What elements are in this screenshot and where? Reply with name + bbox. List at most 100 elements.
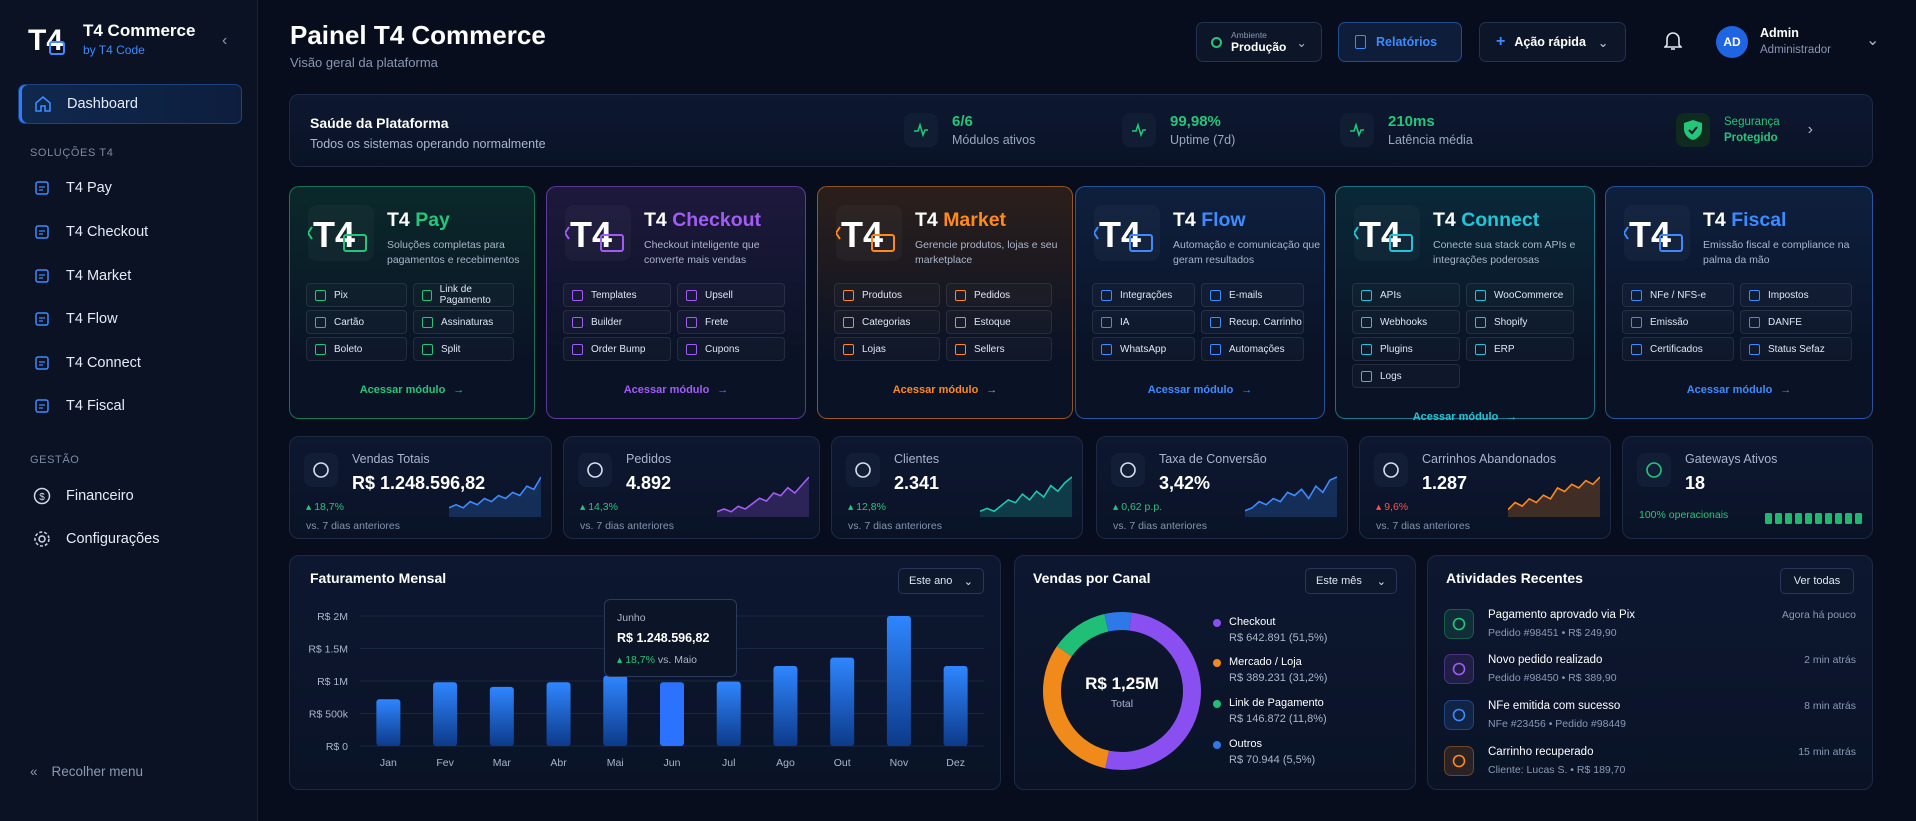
module-feature-chip[interactable]: Webhooks <box>1352 310 1460 334</box>
module-feature-chip[interactable]: Frete <box>677 310 785 334</box>
view-all-button[interactable]: Ver todas <box>1780 568 1854 594</box>
module-feature-chip[interactable]: Plugins <box>1352 337 1460 361</box>
module-feature-chip[interactable]: Order Bump <box>563 337 671 361</box>
sidebar-item-configurações[interactable]: Configurações <box>18 519 242 559</box>
activity-item[interactable]: NFe emitida com sucesso NFe #23456 • Pedi… <box>1444 696 1856 738</box>
sidebar-item-dashboard[interactable]: Dashboard <box>18 84 242 124</box>
module-feature-chip[interactable]: Certificados <box>1622 337 1734 361</box>
sidebar-item-financeiro[interactable]: $ Financeiro <box>18 476 242 516</box>
chevron-down-icon: ⌄ <box>1376 575 1386 588</box>
bar-fev[interactable] <box>433 682 458 746</box>
module-feature-chip[interactable]: Cupons <box>677 337 785 361</box>
sidebar-item-t4-pay[interactable]: T4 Pay <box>18 168 242 208</box>
activity-item[interactable]: Novo pedido realizado Pedido #98450 • R$ … <box>1444 650 1856 692</box>
speed-gauge-icon <box>1340 113 1374 147</box>
donut-slice-0[interactable] <box>1105 612 1201 770</box>
access-module-link[interactable]: Acessar módulo → <box>623 384 729 396</box>
module-feature-chip[interactable]: WooCommerce <box>1466 283 1574 307</box>
bar-ago[interactable] <box>773 666 798 746</box>
access-module-link[interactable]: Acessar módulo → <box>1686 384 1792 396</box>
t4-logo-icon: T4 <box>28 20 68 58</box>
bar-mai[interactable] <box>603 675 628 746</box>
activity-item[interactable]: Pagamento aprovado via Pix Pedido #98451 … <box>1444 605 1856 647</box>
module-feature-chip[interactable]: Integrações <box>1092 283 1195 307</box>
access-module-link[interactable]: Acessar módulo → <box>1412 411 1518 423</box>
bar-out[interactable] <box>830 657 855 746</box>
bar-jun[interactable] <box>660 682 684 746</box>
module-card-checkout[interactable]: T4 T4 Checkout Checkout inteligente que co… <box>546 186 806 419</box>
module-feature-chip[interactable]: Categorias <box>834 310 940 334</box>
bar-jul[interactable] <box>716 681 741 746</box>
collapse-menu-button[interactable]: « Recolher menu <box>30 764 144 779</box>
module-feature-chip[interactable]: Status Sefaz <box>1740 337 1852 361</box>
stat-card[interactable]: Carrinhos Abandonados 1.287 ▴ 9,6% vs. 7 di… <box>1359 436 1611 539</box>
module-feature-chip[interactable]: IA <box>1092 310 1195 334</box>
module-card-fiscal[interactable]: T4 T4 Fiscal Emissão fiscal e compliance n… <box>1605 186 1873 419</box>
revenue-filter-select[interactable]: Este ano ⌄ <box>898 568 984 594</box>
sidebar-item-t4-fiscal[interactable]: T4 Fiscal <box>18 386 242 426</box>
module-card-flow[interactable]: T4 T4 Flow Automação e comunicação que ger… <box>1075 186 1325 419</box>
module-feature-chip[interactable]: Split <box>413 337 514 361</box>
module-feature-chip[interactable]: DANFE <box>1740 310 1852 334</box>
bar-dez[interactable] <box>943 666 968 746</box>
stat-card[interactable]: Pedidos 4.892 ▴ 14,3% vs. 7 dias anteriores <box>563 436 820 539</box>
module-feature-chip[interactable]: Automações <box>1201 337 1304 361</box>
chevron-right-icon: › <box>1807 121 1813 138</box>
module-feature-chip[interactable]: Sellers <box>946 337 1052 361</box>
reports-button[interactable]: Relatórios <box>1338 22 1462 62</box>
security-status[interactable]: Segurança Protegido › <box>1676 113 1813 147</box>
module-feature-chip[interactable]: Produtos <box>834 283 940 307</box>
sidebar-item-t4-checkout[interactable]: T4 Checkout <box>18 212 242 252</box>
bell-icon[interactable] <box>1663 31 1683 56</box>
quick-action-button[interactable]: + Ação rápida ⌄ <box>1479 22 1626 62</box>
module-feature-chip[interactable]: ERP <box>1466 337 1574 361</box>
module-feature-chip[interactable]: Builder <box>563 310 671 334</box>
bar-mar[interactable] <box>489 686 514 746</box>
sidebar-item-t4-connect[interactable]: T4 Connect <box>18 343 242 383</box>
module-card-connect[interactable]: T4 T4 Connect Conecte sua stack com APIs e… <box>1335 186 1595 423</box>
donut-slice-3[interactable] <box>1104 612 1132 632</box>
donut-slice-2[interactable] <box>1056 614 1109 657</box>
module-card-market[interactable]: T4 T4 Market Gerencie produtos, lojas e se… <box>817 186 1073 419</box>
donut-slice-1[interactable] <box>1043 646 1110 769</box>
module-feature-chip[interactable]: Pix <box>306 283 407 307</box>
module-feature-chip[interactable]: Cartão <box>306 310 407 334</box>
connect-icon <box>32 353 52 373</box>
module-feature-chip[interactable]: Logs <box>1352 364 1460 388</box>
module-feature-chip[interactable]: Estoque <box>946 310 1052 334</box>
module-feature-chip[interactable]: NFe / NFS-e <box>1622 283 1734 307</box>
bar-nov[interactable] <box>886 616 911 746</box>
activity-item[interactable]: Carrinho recuperado Cliente: Lucas S. • R… <box>1444 742 1856 784</box>
module-feature-chip[interactable]: Upsell <box>677 283 785 307</box>
sidebar-item-t4-flow[interactable]: T4 Flow <box>18 299 242 339</box>
environment-select[interactable]: Ambiente Produção ⌄ <box>1196 22 1322 62</box>
access-module-link[interactable]: Acessar módulo → <box>892 384 998 396</box>
module-feature-chip[interactable]: E-mails <box>1201 283 1304 307</box>
module-feature-chip[interactable]: Impostos <box>1740 283 1852 307</box>
sidebar-item-t4-market[interactable]: T4 Market <box>18 256 242 296</box>
bar-jan[interactable] <box>376 699 401 746</box>
channel-filter-select[interactable]: Este mês ⌄ <box>1305 568 1397 594</box>
module-feature-chip[interactable]: Emissão <box>1622 310 1734 334</box>
access-module-link[interactable]: Acessar módulo → <box>359 384 465 396</box>
module-card-pay[interactable]: T4 T4 Pay Soluções completas para pagament… <box>289 186 535 419</box>
stat-card[interactable]: Vendas Totais R$ 1.248.596,82 ▴ 18,7% vs. 7… <box>289 436 552 539</box>
access-module-link[interactable]: Acessar módulo → <box>1147 384 1253 396</box>
module-feature-chip[interactable]: WhatsApp <box>1092 337 1195 361</box>
bar-abr[interactable] <box>546 682 571 746</box>
brand-logo[interactable]: T4 T4 Commerce by T4 Code <box>28 20 195 58</box>
module-feature-chip[interactable]: Assinaturas <box>413 310 514 334</box>
module-feature-chip[interactable]: Shopify <box>1466 310 1574 334</box>
module-feature-chip[interactable]: Lojas <box>834 337 940 361</box>
module-feature-chip[interactable]: Boleto <box>306 337 407 361</box>
module-feature-chip[interactable]: APIs <box>1352 283 1460 307</box>
stat-card[interactable]: Gateways Ativos 18 100% operacionais <box>1622 436 1873 539</box>
user-menu[interactable]: AD Admin Administrador ⌄ <box>1716 24 1886 64</box>
stat-card[interactable]: Clientes 2.341 ▴ 12,8% vs. 7 dias anteriore… <box>831 436 1083 539</box>
module-feature-chip[interactable]: Pedidos <box>946 283 1052 307</box>
module-feature-chip[interactable]: Templates <box>563 283 671 307</box>
module-feature-chip[interactable]: Recup. Carrinho <box>1201 310 1304 334</box>
chevron-left-icon[interactable]: ‹ <box>222 32 228 49</box>
module-feature-chip[interactable]: Link de Pagamento <box>413 283 514 307</box>
stat-card[interactable]: Taxa de Conversão 3,42% ▴ 0,62 p.p. vs. 7 d… <box>1096 436 1348 539</box>
